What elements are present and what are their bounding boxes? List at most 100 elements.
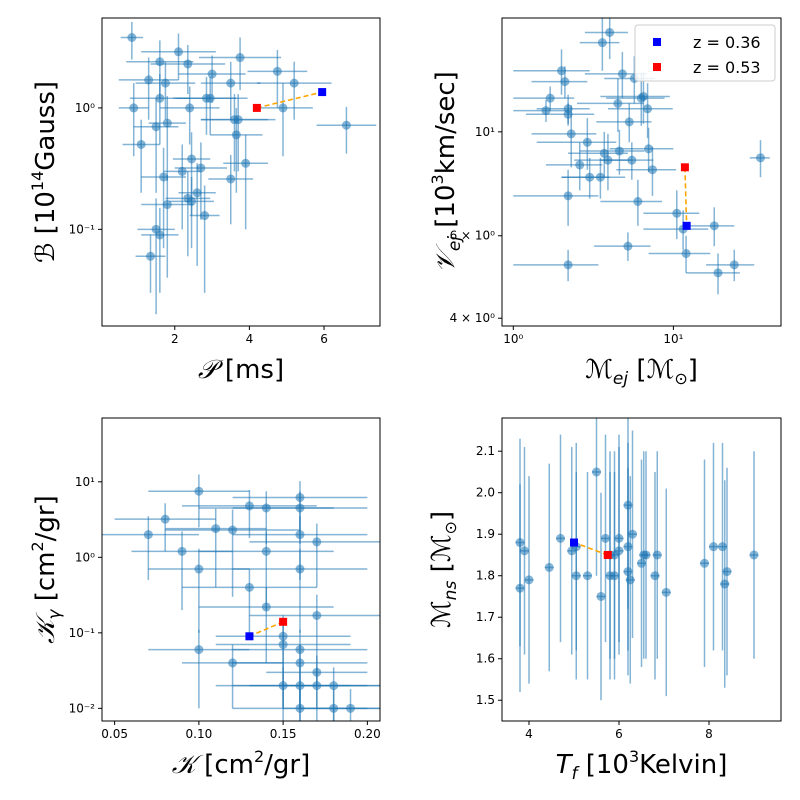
data-point xyxy=(141,175,194,278)
data-point xyxy=(182,569,317,633)
x-tick-label: 0.10 xyxy=(186,727,213,741)
data-point xyxy=(169,176,214,249)
point-marker xyxy=(749,550,759,560)
data-point xyxy=(583,471,592,680)
data-point xyxy=(531,105,597,168)
scatter-points xyxy=(513,18,770,295)
data-point xyxy=(316,106,377,154)
point-marker xyxy=(756,153,766,163)
y-tick-label: 1.9 xyxy=(476,527,495,541)
data-point xyxy=(525,103,595,126)
point-marker xyxy=(194,645,204,655)
data-point xyxy=(299,689,380,721)
point-marker xyxy=(605,27,615,37)
point-marker xyxy=(312,537,322,547)
data-point xyxy=(652,451,662,659)
x-tick-label: 8 xyxy=(705,727,713,741)
y-tick-label: 10¹ xyxy=(475,125,495,139)
data-point xyxy=(592,418,601,576)
data-point xyxy=(706,249,755,282)
point-marker xyxy=(155,57,165,67)
data-point xyxy=(198,587,334,663)
connector-line xyxy=(573,541,609,556)
data-point xyxy=(223,134,269,230)
legend-label: z = 0.53 xyxy=(693,58,761,77)
data-point xyxy=(749,140,770,178)
point-marker xyxy=(185,103,195,113)
point-marker xyxy=(661,587,671,597)
data-point xyxy=(232,548,368,633)
point-marker xyxy=(563,260,573,270)
point-marker xyxy=(613,98,623,108)
red-marker xyxy=(279,617,288,626)
y-tick-label: 6 × 10⁰ xyxy=(450,229,496,243)
point-marker xyxy=(556,66,566,76)
data-point xyxy=(524,476,534,684)
axes-frame xyxy=(101,417,381,722)
point-marker xyxy=(718,542,727,552)
data-point xyxy=(253,83,313,157)
data-point xyxy=(114,503,216,552)
data-point xyxy=(641,451,651,659)
data-point xyxy=(722,467,732,676)
data-point xyxy=(616,146,677,196)
point-marker xyxy=(545,93,555,103)
point-marker xyxy=(143,530,153,540)
chart-p4: 4 6 8 1.5 1.6 1.7 1.8 1.9 2.0 2.1 Tf [103Kelvin] ℳn… xyxy=(427,417,782,784)
blue-marker xyxy=(570,538,578,547)
point-marker xyxy=(614,546,624,556)
point-marker xyxy=(729,260,739,270)
y-tick-label: 2.0 xyxy=(476,486,495,500)
data-point xyxy=(577,78,644,132)
point-marker xyxy=(146,251,156,261)
point-marker xyxy=(295,564,305,574)
point-marker xyxy=(194,486,204,496)
point-marker xyxy=(563,191,573,201)
data-point xyxy=(118,57,179,120)
data-point xyxy=(596,103,652,143)
point-marker xyxy=(228,525,238,535)
red-marker xyxy=(680,163,689,172)
y-axis-label: 𝒱ej [103km/sec] xyxy=(428,71,465,273)
data-point xyxy=(189,185,220,293)
point-marker xyxy=(144,75,154,85)
scatter-points xyxy=(102,474,380,721)
point-marker xyxy=(596,591,606,601)
data-point xyxy=(596,492,606,701)
data-point xyxy=(628,430,637,638)
x-tick-label: 0.15 xyxy=(270,727,297,741)
data-point xyxy=(700,459,709,668)
point-marker xyxy=(628,529,637,539)
y-tick-label: 1.5 xyxy=(476,693,495,707)
point-marker xyxy=(563,109,573,119)
data-point xyxy=(215,667,351,721)
point-marker xyxy=(187,196,197,206)
point-marker xyxy=(241,158,251,168)
chart-p3: 0.05 0.10 0.15 0.20 10⁻² 10⁻¹ 10⁰ 10¹ 𝒦 [cm2/gr]… xyxy=(28,417,381,780)
legend-label: z = 0.36 xyxy=(693,33,761,52)
point-marker xyxy=(233,115,243,125)
point-marker xyxy=(623,567,633,577)
data-point xyxy=(556,434,565,643)
point-marker xyxy=(556,533,565,543)
y-tick-label: 1.8 xyxy=(476,569,495,583)
point-marker xyxy=(595,172,605,182)
point-marker xyxy=(295,530,305,540)
point-marker xyxy=(162,118,172,128)
point-marker xyxy=(713,268,723,278)
data-point xyxy=(513,86,575,111)
red-marker xyxy=(252,103,261,112)
legend-box xyxy=(634,24,776,82)
x-tick-label: 10⁰ xyxy=(503,332,523,346)
data-point xyxy=(709,442,718,651)
data-point xyxy=(513,249,599,282)
data-point xyxy=(129,74,190,145)
point-marker xyxy=(623,241,633,251)
point-marker xyxy=(592,467,601,477)
data-point xyxy=(141,33,216,80)
data-point xyxy=(141,147,186,249)
point-marker xyxy=(672,208,682,218)
point-marker xyxy=(205,93,215,103)
point-marker xyxy=(524,575,534,585)
